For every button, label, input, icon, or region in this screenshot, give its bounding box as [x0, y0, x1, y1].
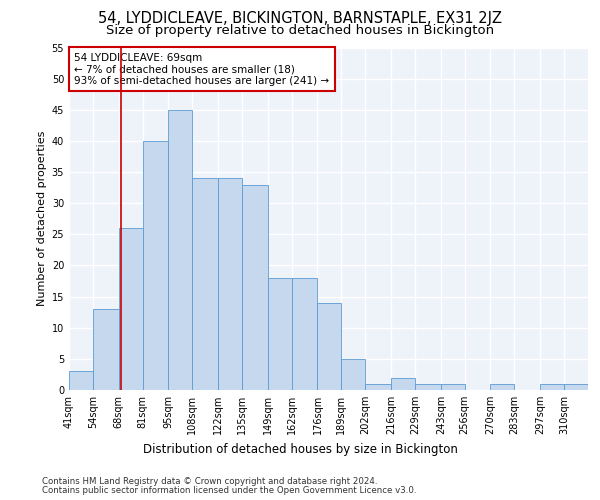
Bar: [540, 384, 564, 390]
Bar: [193, 178, 218, 390]
Bar: [268, 278, 292, 390]
Bar: [441, 384, 464, 390]
Text: Size of property relative to detached houses in Bickington: Size of property relative to detached ho…: [106, 24, 494, 37]
Text: Contains public sector information licensed under the Open Government Licence v3: Contains public sector information licen…: [42, 486, 416, 495]
Bar: [564, 384, 588, 390]
Text: Contains HM Land Registry data © Crown copyright and database right 2024.: Contains HM Land Registry data © Crown c…: [42, 477, 377, 486]
Y-axis label: Number of detached properties: Number of detached properties: [37, 131, 47, 306]
Bar: [415, 384, 441, 390]
Bar: [119, 228, 143, 390]
Text: 54 LYDDICLEAVE: 69sqm
← 7% of detached houses are smaller (18)
93% of semi-detac: 54 LYDDICLEAVE: 69sqm ← 7% of detached h…: [74, 52, 329, 86]
Text: Distribution of detached houses by size in Bickington: Distribution of detached houses by size …: [143, 442, 457, 456]
Bar: [292, 278, 317, 390]
Bar: [93, 309, 119, 390]
Bar: [218, 178, 242, 390]
Bar: [391, 378, 415, 390]
Bar: [341, 359, 365, 390]
Text: 54, LYDDICLEAVE, BICKINGTON, BARNSTAPLE, EX31 2JZ: 54, LYDDICLEAVE, BICKINGTON, BARNSTAPLE,…: [98, 11, 502, 26]
Bar: [490, 384, 514, 390]
Bar: [69, 372, 93, 390]
Bar: [242, 184, 268, 390]
Bar: [143, 141, 169, 390]
Bar: [169, 110, 193, 390]
Bar: [317, 303, 341, 390]
Bar: [365, 384, 391, 390]
